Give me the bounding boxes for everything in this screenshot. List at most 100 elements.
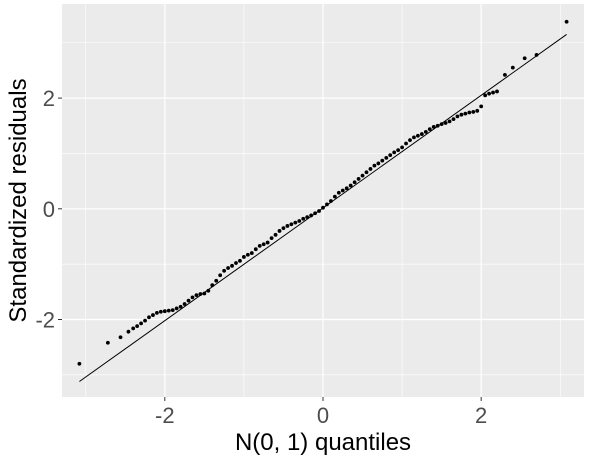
data-point (135, 324, 140, 329)
data-point (105, 340, 110, 345)
data-point (214, 278, 219, 283)
data-point (277, 229, 282, 233)
x-axis-title: N(0, 1) quantiles (235, 429, 411, 456)
data-point (126, 329, 131, 334)
x-tick-label: -2 (155, 403, 175, 428)
data-point (495, 89, 499, 94)
data-point (178, 304, 183, 309)
data-point (431, 124, 436, 129)
y-tick-label: 2 (43, 86, 55, 111)
data-point (510, 65, 515, 70)
data-point (174, 306, 179, 311)
data-point (147, 315, 151, 320)
data-point (313, 211, 317, 216)
data-point (503, 72, 507, 77)
data-point (158, 309, 163, 314)
data-point (396, 148, 401, 153)
data-point (321, 205, 325, 210)
data-point (238, 258, 242, 263)
data-point (317, 209, 321, 213)
data-point (325, 202, 329, 207)
data-point (400, 145, 404, 150)
data-point (186, 298, 191, 303)
y-tick-label: 0 (43, 197, 55, 222)
data-point (222, 268, 227, 273)
data-point (376, 161, 381, 166)
data-point (253, 247, 258, 252)
data-point (360, 173, 365, 178)
data-point (289, 222, 294, 227)
data-point (281, 226, 286, 231)
data-point (388, 153, 393, 158)
data-point (455, 114, 460, 119)
data-point (483, 93, 488, 98)
data-point (443, 121, 448, 125)
data-point (447, 119, 452, 124)
data-point (202, 291, 207, 296)
data-point (384, 155, 389, 160)
x-tick-label: 0 (317, 403, 329, 428)
data-point (336, 190, 341, 195)
data-point (242, 255, 246, 259)
data-point (190, 295, 195, 300)
data-point (206, 288, 211, 293)
data-point (155, 310, 159, 315)
data-point (467, 110, 472, 115)
data-point (170, 308, 175, 312)
data-point (166, 308, 171, 313)
data-point (257, 243, 262, 248)
x-tick-label: 2 (475, 403, 487, 428)
data-point (491, 90, 495, 95)
data-point (151, 313, 155, 317)
data-point (210, 283, 215, 288)
y-tick-label: -2 (35, 308, 55, 333)
data-point (118, 335, 123, 340)
data-point (412, 135, 416, 140)
data-point (479, 104, 484, 109)
data-point (471, 110, 476, 114)
data-point (269, 236, 274, 241)
data-point (356, 177, 361, 181)
data-point (301, 216, 306, 221)
data-point (309, 213, 314, 218)
data-point (435, 123, 440, 128)
data-point (245, 252, 250, 257)
data-point (194, 293, 199, 298)
data-point (459, 112, 464, 117)
data-point (451, 117, 456, 122)
data-point (344, 186, 349, 191)
data-point (372, 163, 377, 168)
y-axis-title: Standardized residuals (5, 78, 32, 322)
data-point (348, 183, 353, 188)
data-point (249, 251, 254, 255)
data-point (305, 215, 310, 220)
data-point (534, 53, 539, 57)
major-gridlines (62, 4, 584, 397)
data-point (423, 129, 428, 134)
y-axis-ticks: -2 0 2 (35, 86, 62, 333)
data-point (380, 158, 385, 163)
data-point (226, 266, 230, 270)
data-point (487, 91, 491, 96)
data-point (198, 292, 203, 296)
data-point (427, 127, 432, 131)
data-point (230, 263, 234, 268)
data-point (392, 150, 397, 155)
data-point (332, 194, 337, 199)
data-points (77, 19, 569, 366)
data-point (439, 122, 444, 127)
data-point (297, 219, 302, 223)
data-point (564, 19, 569, 24)
data-point (131, 326, 136, 331)
data-point (340, 188, 345, 193)
data-point (77, 361, 82, 366)
data-point (265, 240, 270, 245)
data-point (419, 132, 424, 136)
data-point (364, 170, 369, 175)
data-point (285, 224, 290, 228)
data-point (463, 111, 468, 116)
data-point (162, 309, 167, 314)
data-point (408, 138, 412, 143)
x-axis-ticks: -2 0 2 (155, 397, 487, 428)
